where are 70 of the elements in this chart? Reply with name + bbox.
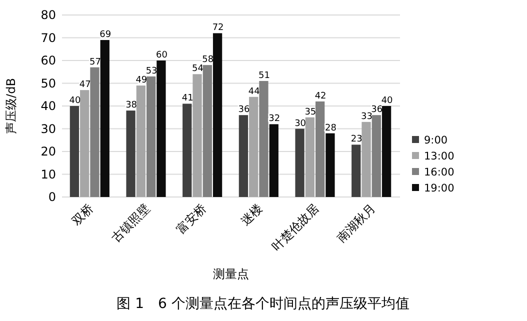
- y-tick-label: 30: [40, 122, 56, 136]
- data-label: 35: [304, 107, 316, 118]
- data-label: 38: [126, 100, 138, 111]
- data-label: 36: [238, 105, 250, 116]
- x-tick-label: 富安桥: [174, 201, 209, 237]
- data-label: 44: [248, 86, 260, 97]
- bar: [305, 117, 314, 197]
- data-label: 49: [136, 76, 148, 86]
- y-tick-label: 20: [40, 144, 56, 158]
- x-tick-label: 南湖秋月: [334, 201, 378, 246]
- x-tick-label: 叶楚伧故居: [269, 201, 322, 254]
- data-label: 28: [324, 123, 337, 134]
- legend-label: 13:00: [424, 150, 454, 162]
- x-tick-label: 迷楼: [238, 201, 266, 228]
- bar: [238, 115, 248, 197]
- data-label: 54: [192, 64, 204, 74]
- data-label: 23: [350, 134, 362, 145]
- bar: [156, 60, 166, 197]
- x-tick-label: 双桥: [69, 201, 96, 228]
- bar: [259, 80, 268, 197]
- legend-label: 19:00: [424, 182, 454, 194]
- y-axis-title: 声压级/dB: [4, 78, 18, 134]
- data-label: 32: [268, 114, 280, 124]
- data-label: 69: [100, 30, 112, 40]
- data-label: 58: [202, 55, 214, 66]
- y-tick-label: 60: [40, 54, 56, 68]
- bar: [212, 33, 222, 197]
- bar: [136, 86, 146, 197]
- bar: [126, 110, 136, 197]
- bar: [326, 133, 335, 197]
- data-label: 47: [79, 80, 91, 90]
- bar: [70, 106, 80, 197]
- bar: [269, 124, 278, 197]
- data-label: 30: [294, 118, 306, 129]
- data-label: 40: [381, 96, 394, 106]
- bar: [295, 128, 304, 197]
- y-tick-label: 0: [48, 190, 56, 204]
- data-label: 60: [156, 50, 168, 60]
- y-tick-label: 80: [40, 8, 56, 22]
- data-label: 53: [146, 66, 158, 76]
- data-label: 42: [314, 91, 326, 102]
- bar: [382, 106, 392, 197]
- bar: [202, 65, 212, 197]
- bar: [182, 104, 192, 197]
- data-label: 36: [371, 105, 383, 116]
- y-tick-label: 70: [40, 30, 56, 45]
- bar: [90, 67, 100, 197]
- data-label: 57: [90, 57, 101, 68]
- data-label: 72: [212, 23, 224, 34]
- bar: [100, 40, 110, 197]
- data-label: 33: [361, 112, 372, 122]
- y-tick-label: 10: [40, 167, 56, 182]
- bar: [249, 96, 258, 197]
- x-axis-title: 测量点: [213, 267, 249, 281]
- bar: [372, 115, 381, 197]
- bar: [352, 144, 361, 197]
- data-label: 41: [182, 94, 194, 104]
- bar: [192, 74, 202, 197]
- data-label: 40: [69, 96, 81, 106]
- y-tick-label: 50: [40, 76, 56, 90]
- text: 图 1 6 个测量点在各个时间点的声压级平均值: [116, 296, 410, 312]
- bar: [362, 122, 371, 197]
- y-tick-label: 40: [40, 99, 56, 113]
- legend-label: 16:00: [424, 166, 454, 178]
- bar: [80, 90, 90, 197]
- legend-label: 9:00: [424, 134, 448, 146]
- data-label: 51: [258, 70, 270, 81]
- bar: [316, 101, 325, 197]
- x-tick-label: 古镇照壁: [108, 201, 153, 246]
- bar: [146, 76, 156, 197]
